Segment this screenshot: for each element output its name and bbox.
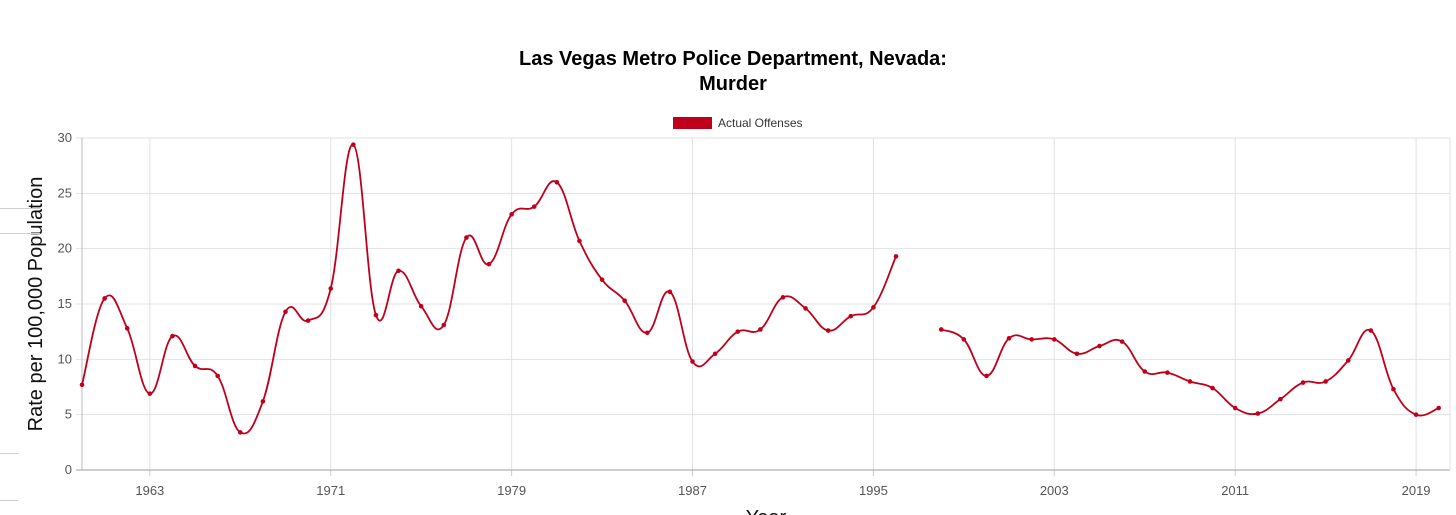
data-point[interactable]	[418, 303, 424, 309]
data-point[interactable]	[1142, 369, 1148, 374]
data-point[interactable]	[690, 359, 695, 364]
y-tick-label: 10	[58, 351, 72, 366]
data-point[interactable]	[396, 268, 401, 274]
data-point[interactable]	[577, 238, 582, 244]
legend: Actual Offenses	[673, 115, 803, 131]
data-point[interactable]	[441, 322, 447, 328]
y-tick-label: 15	[58, 296, 72, 311]
data-point[interactable]	[1074, 351, 1080, 357]
x-axis-title: Year	[746, 507, 787, 515]
x-tick-label: 1971	[316, 483, 345, 498]
y-tick-labels: 0 5 10 15 20 25 30	[58, 130, 72, 477]
y-axis-title: Rate per 100,000 Population	[25, 177, 47, 432]
chart-title: Las Vegas Metro Police Department, Nevad…	[0, 47, 1456, 97]
data-point[interactable]	[938, 327, 944, 332]
data-point[interactable]	[1391, 386, 1396, 392]
x-tick-label: 2019	[1402, 483, 1431, 498]
data-point[interactable]	[825, 328, 831, 333]
gridlines	[76, 137, 1450, 471]
series-line	[940, 328, 1440, 417]
data-point[interactable]	[192, 363, 198, 369]
data-point[interactable]	[305, 318, 311, 323]
data-point[interactable]	[984, 373, 989, 379]
axes	[76, 138, 1451, 476]
data-point[interactable]	[509, 212, 514, 217]
data-point[interactable]	[102, 296, 107, 301]
data-point[interactable]	[848, 313, 854, 319]
data-point[interactable]	[1006, 336, 1012, 341]
data-point[interactable]	[599, 277, 605, 282]
x-tick-label: 1987	[678, 483, 707, 498]
x-tick-label: 1995	[859, 483, 888, 498]
data-point[interactable]	[1323, 379, 1328, 384]
data-point[interactable]	[464, 235, 469, 240]
data-point[interactable]	[1368, 328, 1374, 333]
x-tick-label: 1963	[135, 483, 164, 498]
chart-title-line-1: Las Vegas Metro Police Department, Nevad…	[519, 48, 947, 70]
x-tick-labels: 1963 1971 1979 1987 1995 2003 2011 2019	[135, 483, 1430, 498]
data-point[interactable]	[871, 305, 876, 310]
data-point[interactable]	[554, 179, 560, 185]
y-tick-label: 20	[58, 241, 72, 256]
data-point[interactable]	[124, 326, 130, 331]
chart-title-line-2: Murder	[699, 73, 767, 95]
data-point[interactable]	[1232, 405, 1238, 411]
data-point[interactable]	[1097, 343, 1102, 349]
series-line	[81, 143, 897, 435]
data-point[interactable]	[79, 382, 85, 388]
data-point[interactable]	[1119, 339, 1125, 344]
data-point[interactable]	[1210, 385, 1215, 391]
data-point[interactable]	[170, 333, 175, 339]
data-point[interactable]	[893, 254, 899, 259]
data-point[interactable]	[486, 261, 492, 267]
data-point[interactable]	[531, 204, 537, 209]
y-tick-label: 30	[58, 130, 72, 145]
data-point[interactable]	[735, 329, 741, 334]
y-tick-label: 5	[65, 407, 72, 422]
data-point[interactable]	[758, 327, 763, 332]
data-point[interactable]	[780, 295, 786, 300]
data-point[interactable]	[1345, 358, 1351, 363]
data-point[interactable]	[1255, 411, 1261, 416]
x-tick-label: 2011	[1221, 483, 1249, 498]
edge-fragment	[0, 233, 40, 234]
data-point[interactable]	[260, 399, 266, 404]
data-point[interactable]	[1278, 396, 1283, 402]
edge-fragment	[0, 208, 40, 209]
edge-fragment	[0, 500, 18, 501]
data-point[interactable]	[283, 309, 288, 315]
series-actual-offenses	[79, 142, 1441, 435]
data-point[interactable]	[147, 391, 153, 396]
x-tick-label: 2003	[1040, 483, 1069, 498]
data-point[interactable]	[328, 286, 334, 291]
data-point[interactable]	[1051, 337, 1057, 342]
data-point[interactable]	[667, 289, 673, 295]
y-tick-label: 25	[58, 185, 72, 200]
data-point[interactable]	[1300, 380, 1306, 385]
edge-fragment	[0, 453, 18, 454]
y-tick-label: 0	[65, 462, 72, 477]
data-point[interactable]	[803, 306, 808, 311]
data-point[interactable]	[373, 312, 379, 318]
data-point[interactable]	[1436, 405, 1441, 411]
x-tick-label: 1979	[497, 483, 526, 498]
data-point[interactable]	[644, 330, 650, 336]
data-point[interactable]	[215, 373, 220, 379]
data-point[interactable]	[1187, 379, 1193, 384]
data-point[interactable]	[1165, 370, 1170, 375]
legend-label: Actual Offenses	[718, 116, 803, 130]
data-point[interactable]	[961, 337, 967, 342]
data-point[interactable]	[1413, 412, 1419, 417]
data-point[interactable]	[237, 430, 243, 435]
data-point[interactable]	[622, 298, 627, 303]
data-point[interactable]	[1029, 337, 1034, 342]
legend-swatch	[673, 117, 712, 129]
data-point[interactable]	[712, 351, 718, 357]
data-point[interactable]	[351, 142, 356, 147]
